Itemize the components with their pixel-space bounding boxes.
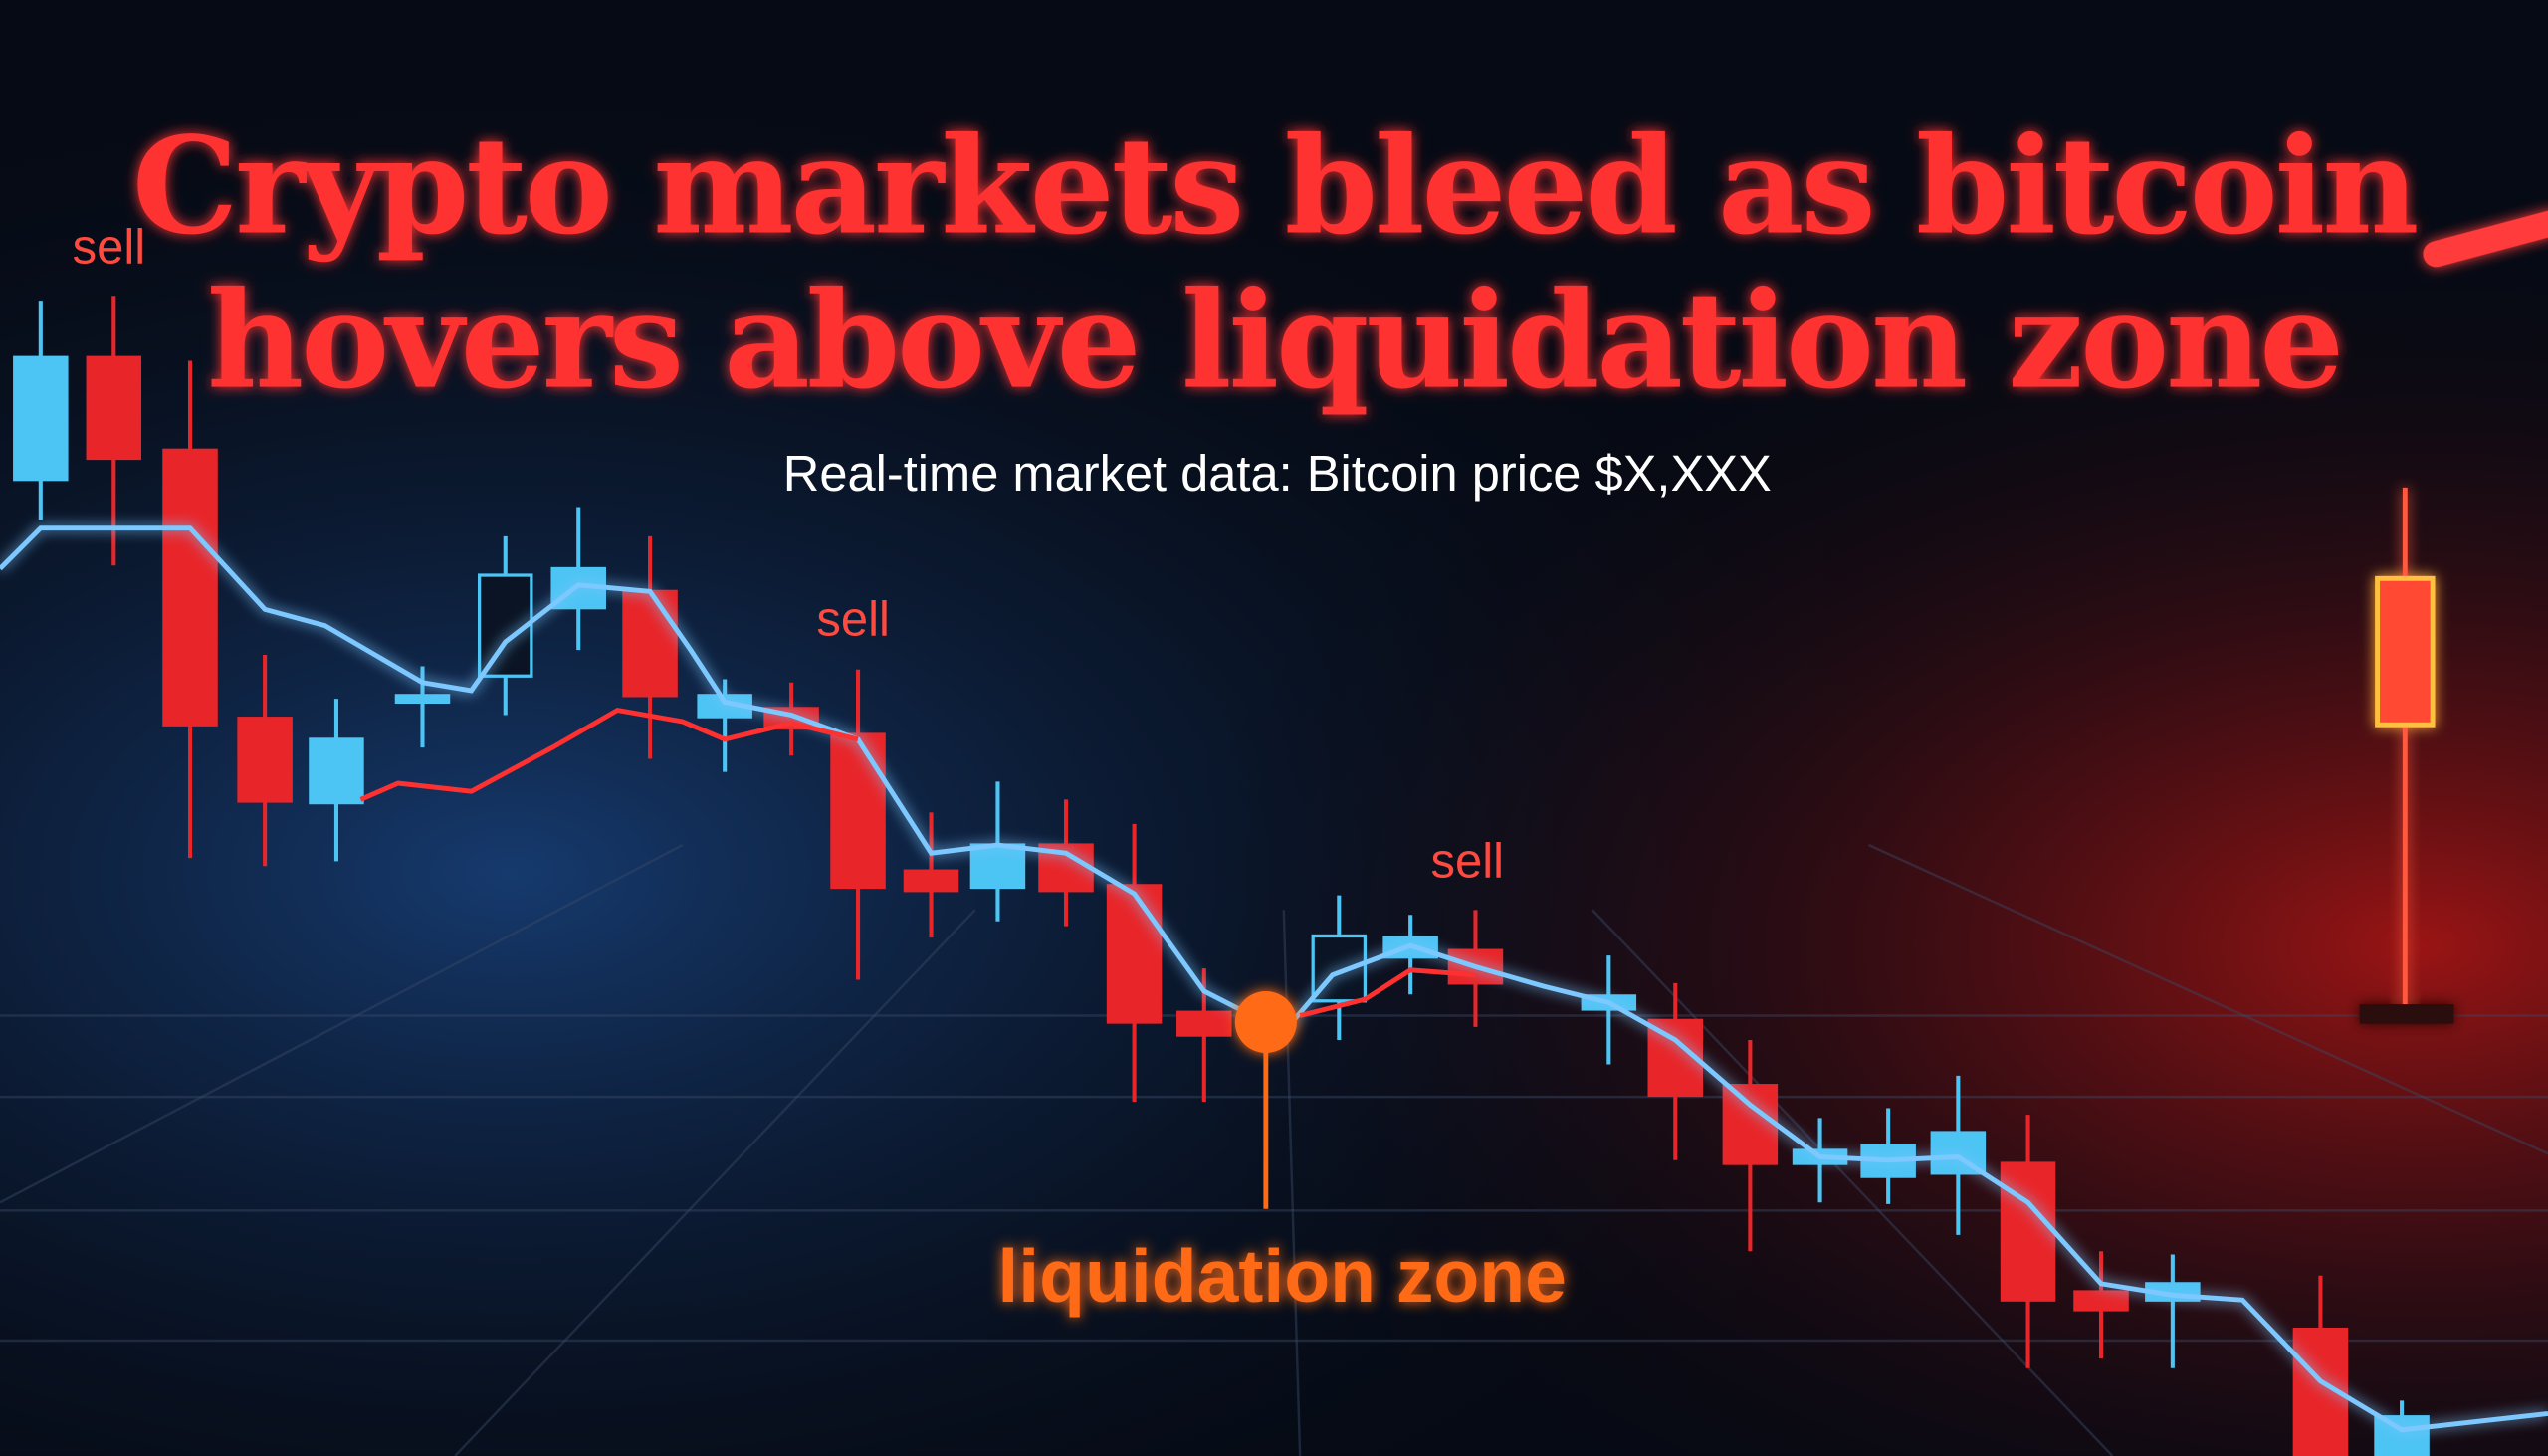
candle-body bbox=[237, 717, 293, 803]
candles bbox=[13, 296, 2430, 1456]
red-trend-line bbox=[359, 707, 859, 802]
candle-body bbox=[903, 869, 959, 893]
candle-base bbox=[2359, 1004, 2454, 1024]
floor-grid bbox=[0, 843, 2548, 1456]
sell-label: sell bbox=[73, 221, 145, 275]
sell-label: sell bbox=[1431, 835, 1504, 889]
candle-body bbox=[309, 737, 364, 805]
blue-trend-line bbox=[0, 525, 2548, 1433]
zone-label: liquidation zone bbox=[997, 1234, 1567, 1318]
sell-label: sell bbox=[816, 592, 889, 646]
candle-body bbox=[1106, 884, 1163, 1024]
candle-body bbox=[969, 843, 1026, 890]
candle-body bbox=[2000, 1161, 2056, 1302]
neon-light bbox=[2423, 209, 2548, 268]
candle-body bbox=[1722, 1084, 1779, 1165]
title-line: Crypto markets bleed as bitcoin bbox=[132, 107, 2417, 265]
candle-body bbox=[162, 448, 218, 727]
candle-body bbox=[830, 732, 886, 890]
candle-body bbox=[86, 355, 142, 461]
candle-body bbox=[2073, 1290, 2129, 1312]
red-trend-line bbox=[1299, 967, 1476, 1018]
candle-body bbox=[394, 694, 451, 705]
candle-body bbox=[13, 355, 69, 482]
subtitle: Real-time market data: Bitcoin price $X,… bbox=[783, 445, 1772, 502]
zone-dot bbox=[1234, 990, 1297, 1054]
candle-body bbox=[1176, 1010, 1232, 1037]
title-line: hovers above liquidation zone bbox=[207, 262, 2341, 419]
glow-candle bbox=[2375, 575, 2436, 728]
candle-body bbox=[2374, 1415, 2430, 1456]
candle-body bbox=[622, 589, 678, 698]
